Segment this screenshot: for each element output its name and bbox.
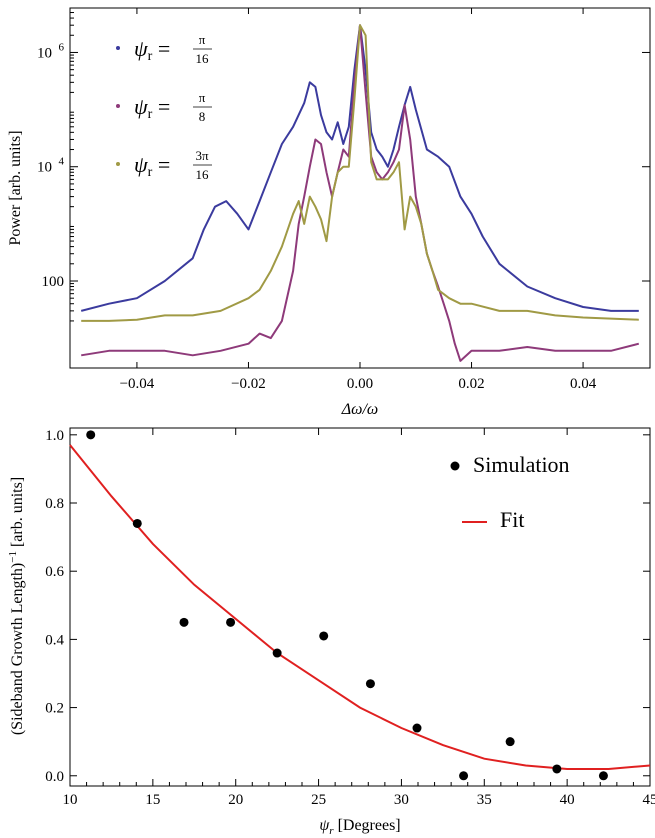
legend-marker-3	[116, 162, 120, 166]
bottom-y-tick-label: 0.2	[45, 701, 64, 717]
top-x-ticks: −0.04 −0.02 0.00 0.02 0.04	[120, 8, 597, 392]
bottom-x-tick-label: 40	[560, 792, 575, 808]
simulation-point	[505, 737, 515, 747]
bottom-plot-frame	[69, 427, 651, 787]
bottom-x-tick-label: 10	[63, 792, 78, 808]
simulation-point	[132, 518, 142, 528]
legend-psi: ψ	[134, 94, 148, 119]
series-line-3	[81, 24, 639, 322]
bottom-y-axis-label-tail: [arb. units]	[9, 477, 26, 551]
bottom-y-tick-label: 0.4	[45, 632, 64, 648]
top-y-tick-exponent: 4	[59, 156, 65, 168]
legend-equals: =	[152, 36, 170, 61]
legend-equals: =	[152, 94, 170, 119]
bottom-x-tick-label: 45	[643, 792, 655, 808]
bottom-y-tick-label: 0.0	[45, 769, 64, 785]
legend-equals: =	[152, 152, 170, 177]
power-spectrum-chart: −0.04 −0.02 0.00 0.02 0.04 100 10 4 10 6 Power […	[7, 7, 651, 418]
legend-simulation-label: Simulation	[473, 452, 570, 477]
simulation-point	[365, 679, 375, 689]
bottom-y-axis-label: (Sideband Growth Length)−1 [arb. units]	[7, 477, 26, 735]
top-x-tick-label: −0.02	[231, 376, 266, 392]
top-x-tick-label: 0.02	[458, 376, 484, 392]
simulation-point	[412, 723, 422, 733]
bottom-y-axis-label-sup: −1	[7, 551, 19, 563]
legend-denominator: 16	[196, 51, 210, 66]
top-y-tick-exponent: 6	[59, 41, 65, 53]
top-series-lines	[80, 24, 640, 362]
top-x-axis-label: Δω/ω	[341, 401, 378, 418]
bottom-y-axis-label-main: (Sideband Growth Length)	[9, 563, 26, 735]
top-y-ticks: 100 10 4 10 6	[37, 7, 650, 322]
legend-marker-1	[116, 46, 120, 50]
fit-curve-group	[69, 444, 651, 770]
legend-sub: r	[148, 107, 153, 122]
legend-label-3: ψr =	[134, 152, 170, 180]
legend-sub: r	[148, 49, 153, 64]
simulation-point	[459, 771, 469, 781]
bottom-y-tick-label: 0.8	[45, 496, 64, 512]
legend-denominator: 16	[196, 167, 210, 182]
bottom-x-axis-label-symbol: ψ	[319, 817, 330, 834]
legend-label-2: ψr =	[134, 94, 170, 122]
bottom-y-ticks: 0.0 0.2 0.4 0.6 0.8 1.0	[45, 428, 650, 785]
top-y-tick-label: 10	[37, 45, 52, 61]
legend-sub: r	[148, 165, 153, 180]
bottom-x-tick-label: 35	[477, 792, 492, 808]
legend-numerator: 3π	[195, 148, 209, 163]
simulation-point	[552, 764, 562, 774]
bottom-x-axis-label-sub: r	[329, 825, 334, 837]
bottom-legend: Simulation Fit	[450, 452, 570, 532]
legend-numerator: π	[199, 90, 206, 105]
fit-curve	[69, 444, 651, 770]
bottom-x-axis-label-tail: [Degrees]	[334, 817, 401, 834]
simulation-point	[598, 771, 608, 781]
series-line-2	[81, 24, 640, 362]
top-y-axis-label: Power [arb. units]	[7, 130, 24, 245]
legend-psi: ψ	[134, 152, 148, 177]
top-y-tick-label: 100	[42, 274, 65, 290]
simulation-point	[319, 631, 329, 641]
bottom-x-tick-label: 15	[145, 792, 160, 808]
bottom-x-axis-label: ψr [Degrees]	[319, 817, 400, 837]
legend-simulation-marker	[450, 461, 460, 471]
bottom-y-tick-label: 1.0	[45, 428, 64, 444]
series-line-1	[80, 24, 639, 312]
top-plot-frame	[69, 7, 651, 369]
legend-denominator: 8	[199, 109, 206, 124]
top-x-tick-label: 0.04	[570, 376, 597, 392]
simulation-point	[86, 430, 96, 440]
legend-marker-2	[116, 104, 120, 108]
simulation-points-group	[86, 430, 608, 781]
top-y-tick-label: 10	[37, 160, 52, 176]
growth-length-chart: 10 15 20 25 30 35 40 45 0.0 0.2 0.4 0.6 0.8 1.0 (Sid…	[7, 427, 655, 837]
top-x-tick-label: −0.04	[120, 376, 155, 392]
legend-numerator: π	[199, 32, 206, 47]
top-x-tick-label: 0.00	[347, 376, 373, 392]
simulation-point	[272, 648, 282, 658]
simulation-point	[226, 617, 236, 627]
bottom-y-tick-label: 0.6	[45, 564, 64, 580]
simulation-point	[179, 617, 189, 627]
legend-label-1: ψr =	[134, 36, 170, 64]
legend-fit-label: Fit	[500, 507, 524, 532]
legend-psi: ψ	[134, 36, 148, 61]
bottom-x-tick-label: 25	[311, 792, 326, 808]
bottom-x-ticks: 10 15 20 25 30 35 40 45	[63, 428, 655, 808]
bottom-x-tick-label: 30	[394, 792, 409, 808]
bottom-x-tick-label: 20	[228, 792, 243, 808]
